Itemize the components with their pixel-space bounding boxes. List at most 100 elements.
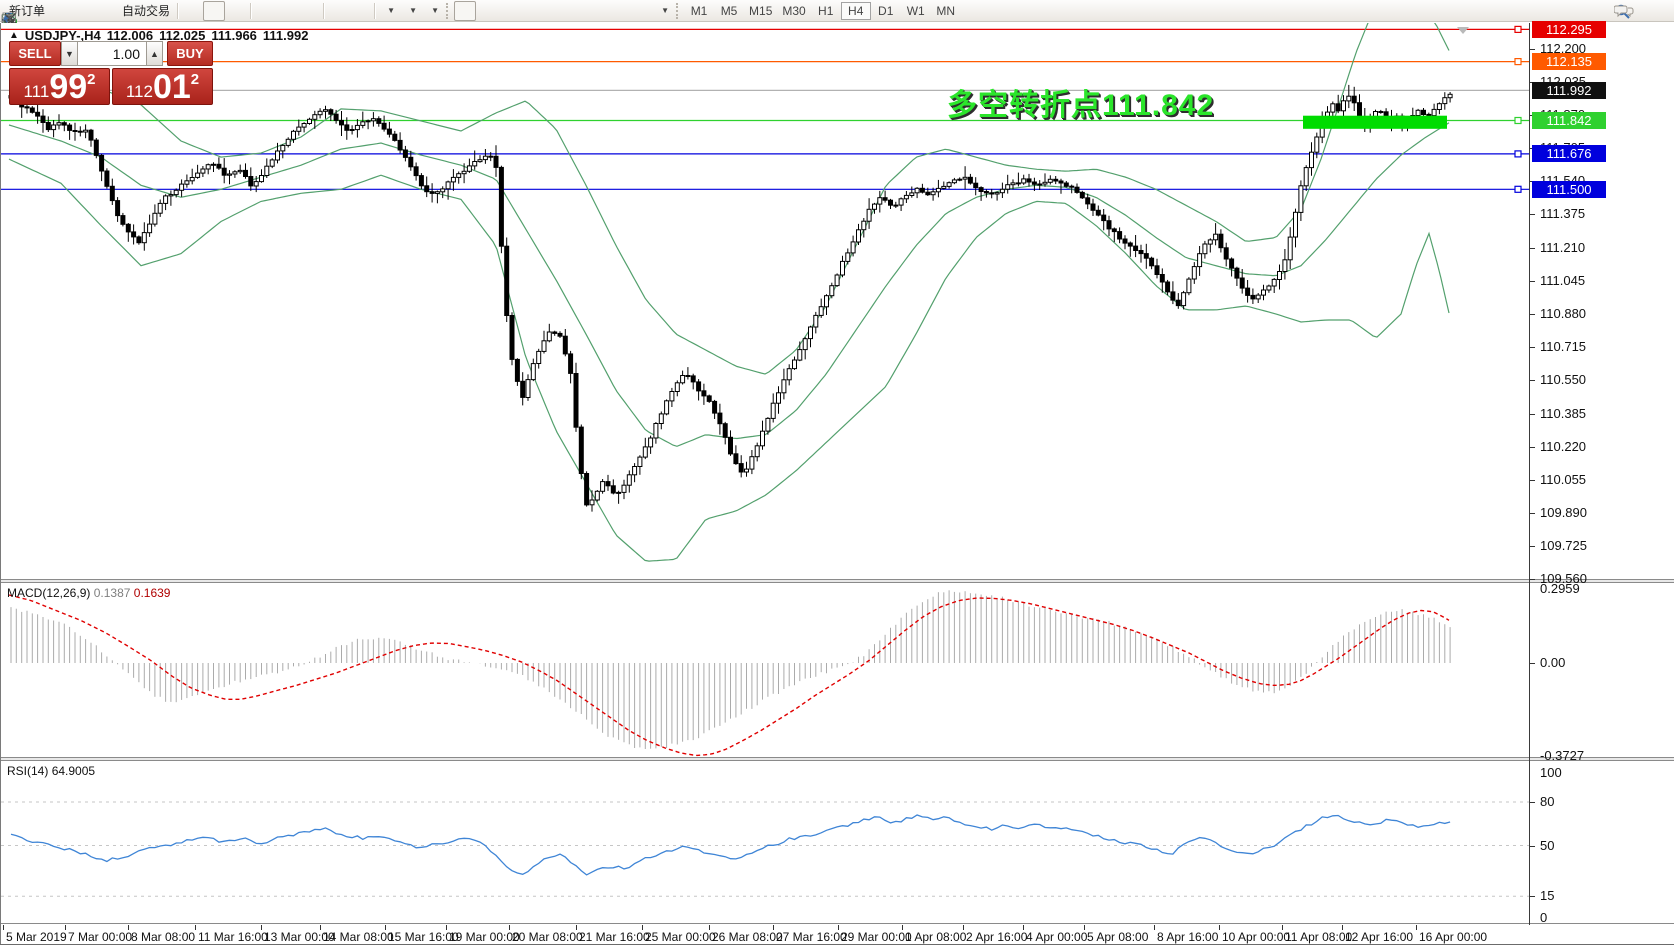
data-window-button[interactable] bbox=[2, 1, 93, 26]
chart-title: ▲ USDJPY-,H4 112.006 112.025 111.966 111… bbox=[9, 28, 308, 43]
ask-price-button[interactable]: 112 01 2 bbox=[112, 68, 213, 105]
price-badge: 112.135 bbox=[1532, 53, 1606, 70]
rsi-plot[interactable] bbox=[1, 761, 1529, 923]
zoom-in-button[interactable] bbox=[2, 1, 276, 27]
panel-splitter-rsi[interactable] bbox=[1, 757, 1674, 761]
time-tick-label: 11 Mar 16:00 bbox=[198, 930, 268, 944]
timeframe-m15-button[interactable]: M15 bbox=[749, 3, 773, 18]
price-badge: 112.295 bbox=[1532, 21, 1606, 38]
macd-plot[interactable] bbox=[1, 583, 1529, 757]
price-tick-label: 110.220 bbox=[1540, 439, 1587, 454]
time-tick-label: 25 Mar 00:00 bbox=[645, 930, 716, 944]
autotrading-button[interactable]: 自动交易 bbox=[2, 1, 174, 27]
time-tick bbox=[1342, 925, 1343, 930]
buy-button[interactable]: BUY bbox=[167, 41, 213, 66]
rsi-tick bbox=[1530, 846, 1535, 847]
chat-icon[interactable] bbox=[1614, 1, 1668, 21]
time-tick-label: 5 Apr 08:00 bbox=[1087, 930, 1149, 944]
time-tick-label: 7 Mar 00:00 bbox=[68, 930, 133, 944]
price-tick-label: 109.725 bbox=[1540, 538, 1587, 553]
tile-windows-button[interactable] bbox=[2, 1, 320, 26]
rsi-tick-label: 15 bbox=[1540, 888, 1555, 903]
chevron-down-icon[interactable]: ▼ bbox=[431, 6, 439, 15]
price-tick bbox=[1530, 314, 1535, 315]
svg-text:A: A bbox=[5, 12, 14, 27]
hline-handle[interactable] bbox=[1514, 57, 1522, 66]
bid-big: 99 bbox=[49, 68, 88, 107]
price-tick bbox=[1530, 414, 1535, 415]
hline-handle[interactable] bbox=[1514, 25, 1522, 34]
hline-handle[interactable] bbox=[1514, 116, 1522, 125]
chevron-down-icon[interactable]: ▼ bbox=[409, 6, 417, 15]
arrows-button[interactable]: ▼ bbox=[3, 1, 674, 25]
volume-up-button[interactable]: ▲ bbox=[146, 41, 163, 66]
time-tick-label: 12 Apr 16:00 bbox=[1345, 930, 1414, 944]
candlestick-chart-button[interactable] bbox=[3, 0, 226, 27]
zoom-out-button[interactable] bbox=[2, 1, 298, 27]
time-tick bbox=[902, 925, 903, 930]
panel-splitter-macd[interactable] bbox=[1, 579, 1674, 583]
time-tick-label: 27 Mar 16:00 bbox=[776, 930, 847, 944]
chevron-down-icon[interactable]: ▼ bbox=[661, 6, 669, 15]
crosshair-button[interactable] bbox=[2, 1, 498, 27]
hline-handle[interactable] bbox=[1514, 150, 1522, 158]
cursor-button[interactable] bbox=[5, 0, 477, 27]
time-tick-label: 4 Apr 00:00 bbox=[1026, 930, 1088, 944]
timeframe-m30-button[interactable]: M30 bbox=[782, 3, 806, 18]
templates-button[interactable]: ▼ bbox=[2, 1, 444, 26]
volume-down-button[interactable]: ▼ bbox=[61, 41, 78, 66]
ask-sup: 2 bbox=[190, 71, 200, 88]
time-tick bbox=[773, 925, 774, 930]
timeframe-m5-button[interactable]: M5 bbox=[720, 3, 738, 18]
fibonacci-button[interactable]: F bbox=[2, 1, 608, 29]
collapse-panel-icon[interactable]: ▲ bbox=[9, 30, 19, 41]
time-tick-label: 14 Mar 08:00 bbox=[323, 930, 394, 944]
timeframe-m1-button[interactable]: M1 bbox=[690, 3, 708, 18]
price-tick-label: 109.890 bbox=[1540, 505, 1587, 520]
time-tick bbox=[1084, 925, 1085, 930]
periods-button[interactable]: ▼ bbox=[1, 1, 422, 27]
chart-window: ▲ USDJPY-,H4 112.006 112.025 111.966 111… bbox=[0, 21, 1674, 944]
bar-chart-button[interactable] bbox=[3, 1, 203, 26]
line-chart-button[interactable] bbox=[2, 1, 247, 26]
horizontal-line-button[interactable] bbox=[2, 1, 542, 21]
trendline-button[interactable] bbox=[2, 1, 564, 26]
time-axis: 5 Mar 2019 7 Mar 00:00 8 Mar 08:00 11 Mar 1… bbox=[1, 925, 1674, 944]
price-tick-label: 112.200 bbox=[1540, 41, 1587, 56]
chevron-down-icon[interactable]: ▼ bbox=[387, 6, 395, 15]
price-tick bbox=[1530, 579, 1535, 580]
timeframe-mn-button[interactable]: MN bbox=[936, 3, 956, 18]
rsi-tick bbox=[1530, 802, 1535, 803]
volume-input[interactable] bbox=[78, 41, 146, 66]
vertical-line-button[interactable] bbox=[8, 1, 520, 27]
toolbar-separator bbox=[250, 2, 252, 19]
price-tick-label: 110.055 bbox=[1540, 472, 1587, 487]
market-watch-button[interactable] bbox=[1, 1, 71, 26]
timeframe-h4-button[interactable]: H4 bbox=[840, 1, 871, 20]
sell-button[interactable]: SELL bbox=[9, 41, 61, 66]
chart-shift-button[interactable] bbox=[3, 1, 371, 25]
auto-scroll-button[interactable] bbox=[3, 1, 349, 25]
time-tick-label: 26 Mar 08:00 bbox=[712, 930, 783, 944]
timeframe-d1-button[interactable]: D1 bbox=[878, 3, 894, 18]
chart-shift-marker[interactable] bbox=[1457, 27, 1469, 34]
price-tick bbox=[1530, 513, 1535, 514]
time-tick-label: 11 Apr 08:00 bbox=[1285, 930, 1353, 944]
timeframe-h1-button[interactable]: H1 bbox=[818, 3, 834, 18]
main-chart-plot[interactable] bbox=[1, 23, 1529, 579]
bid-price-button[interactable]: 111 99 2 bbox=[9, 68, 110, 105]
time-tick bbox=[576, 925, 577, 930]
rsi-label: RSI(14) 64.9005 bbox=[7, 764, 95, 778]
price-tick-label: 110.715 bbox=[1540, 339, 1587, 354]
time-tick-label: 21 Mar 16:00 bbox=[579, 930, 650, 944]
text-label-button[interactable]: T bbox=[2, 1, 652, 26]
indicators-button[interactable]: ▼ bbox=[1, 1, 400, 27]
timeframe-w1-button[interactable]: W1 bbox=[906, 3, 925, 18]
hline-handle[interactable] bbox=[1514, 185, 1522, 193]
ask-prefix: 112 bbox=[125, 82, 153, 101]
navigator-button[interactable] bbox=[2, 1, 115, 26]
bid-sup: 2 bbox=[87, 71, 96, 88]
text-button[interactable]: A bbox=[5, 1, 630, 27]
toolbar-separator bbox=[323, 2, 325, 19]
channel-button[interactable]: E bbox=[1, 1, 586, 29]
